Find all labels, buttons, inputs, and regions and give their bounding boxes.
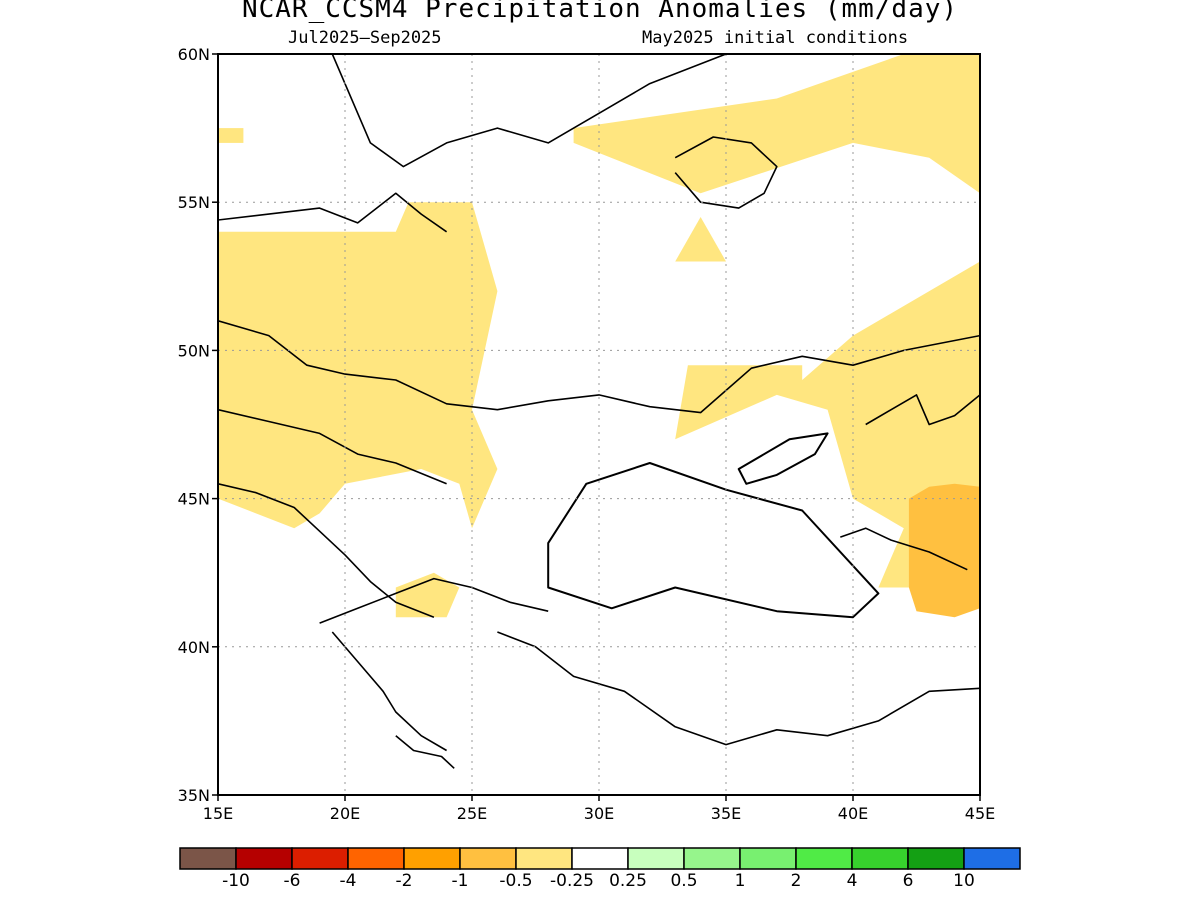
colorbar-label: -2 — [396, 871, 413, 891]
colorbar: -10 -6 -4 -2 -1 -0.5 -0.25 0.25 0.5 1 2 4 6 10 — [179, 847, 1021, 891]
colorbar-label: -10 — [222, 871, 250, 891]
colorbar-label: 0.25 — [609, 871, 647, 891]
colorbar-label: -4 — [340, 871, 357, 891]
colorbar-label: -6 — [284, 871, 301, 891]
y-tick-label: 45N — [178, 490, 210, 509]
colorbar-label: 1 — [735, 871, 746, 891]
colorbar-label: -0.25 — [550, 871, 594, 891]
forecast-period: Jul2025–Sep2025 — [288, 28, 442, 48]
colorbar-bin — [571, 847, 629, 870]
anomaly-region-3 — [675, 217, 726, 262]
coastline-layer — [218, 54, 980, 769]
y-tick-label: 55N — [178, 193, 210, 212]
boundary-line-5 — [218, 483, 435, 618]
colorbar-bin — [515, 847, 573, 870]
colorbar-bin — [627, 847, 685, 870]
boundary-line-2 — [218, 192, 448, 233]
colorbar-bin — [347, 847, 405, 870]
boundary-line-6 — [319, 577, 549, 624]
anomaly-region-7 — [908, 483, 980, 618]
anomaly-layer — [218, 54, 980, 618]
boundary-line-4 — [218, 408, 447, 485]
anomaly-region-6 — [395, 572, 460, 618]
colorbar-bin — [291, 847, 349, 870]
x-tick-label: 45E — [965, 804, 995, 823]
boundary-line-11 — [865, 394, 980, 426]
colorbar-bin — [851, 847, 909, 870]
colorbar-label: -0.5 — [499, 871, 532, 891]
colorbar-label: 4 — [847, 871, 858, 891]
y-tick-label: 40N — [178, 638, 210, 657]
colorbar-label: 10 — [953, 871, 975, 891]
boundary-line-9 — [395, 735, 455, 769]
colorbar-bin — [795, 847, 853, 870]
boundary-line-12 — [840, 527, 968, 571]
x-tick-label: 15E — [203, 804, 233, 823]
colorbar-label: 2 — [791, 871, 802, 891]
boundary-line-10 — [674, 136, 778, 209]
grid-lines — [218, 54, 980, 795]
sea-of-azov-outline — [737, 432, 829, 485]
black-sea-outline — [547, 462, 880, 619]
colorbar-bin — [235, 847, 293, 870]
boundary-line-8 — [331, 631, 448, 752]
anomaly-region-5 — [675, 261, 980, 588]
colorbar-label: -1 — [452, 871, 469, 891]
colorbar-label: 6 — [903, 871, 914, 891]
boundary-line-1 — [218, 54, 980, 168]
anomaly-region-4 — [218, 202, 498, 529]
x-tick-label: 40E — [838, 804, 868, 823]
y-tick-label: 50N — [178, 341, 210, 360]
colorbar-bin — [459, 847, 517, 870]
y-tick-label: 35N — [178, 786, 210, 805]
boundary-line-3 — [218, 320, 980, 414]
anomaly-region-2 — [573, 54, 980, 194]
x-tick-label: 30E — [584, 804, 614, 823]
anomaly-region-1 — [218, 128, 244, 143]
colorbar-bin — [683, 847, 741, 870]
y-tick-label: 60N — [178, 45, 210, 64]
x-tick-label: 25E — [457, 804, 487, 823]
initial-conditions-label: May2025 initial conditions — [642, 28, 909, 48]
colorbar-label: 0.5 — [670, 871, 697, 891]
axis-ticks: 15E 20E 25E 30E 35E 40E 45E 60N 55N 50N 45N 40N 35N — [178, 45, 996, 823]
colorbar-bin — [179, 847, 237, 870]
x-tick-label: 35E — [711, 804, 741, 823]
map-title: NCAR_CCSM4 Precipitation Anomalies (mm/d… — [241, 0, 959, 24]
colorbar-bin — [403, 847, 461, 870]
colorbar-bin — [907, 847, 965, 870]
boundary-line-7 — [497, 631, 980, 746]
x-tick-label: 20E — [330, 804, 360, 823]
colorbar-bin — [739, 847, 797, 870]
colorbar-bin — [963, 847, 1021, 870]
